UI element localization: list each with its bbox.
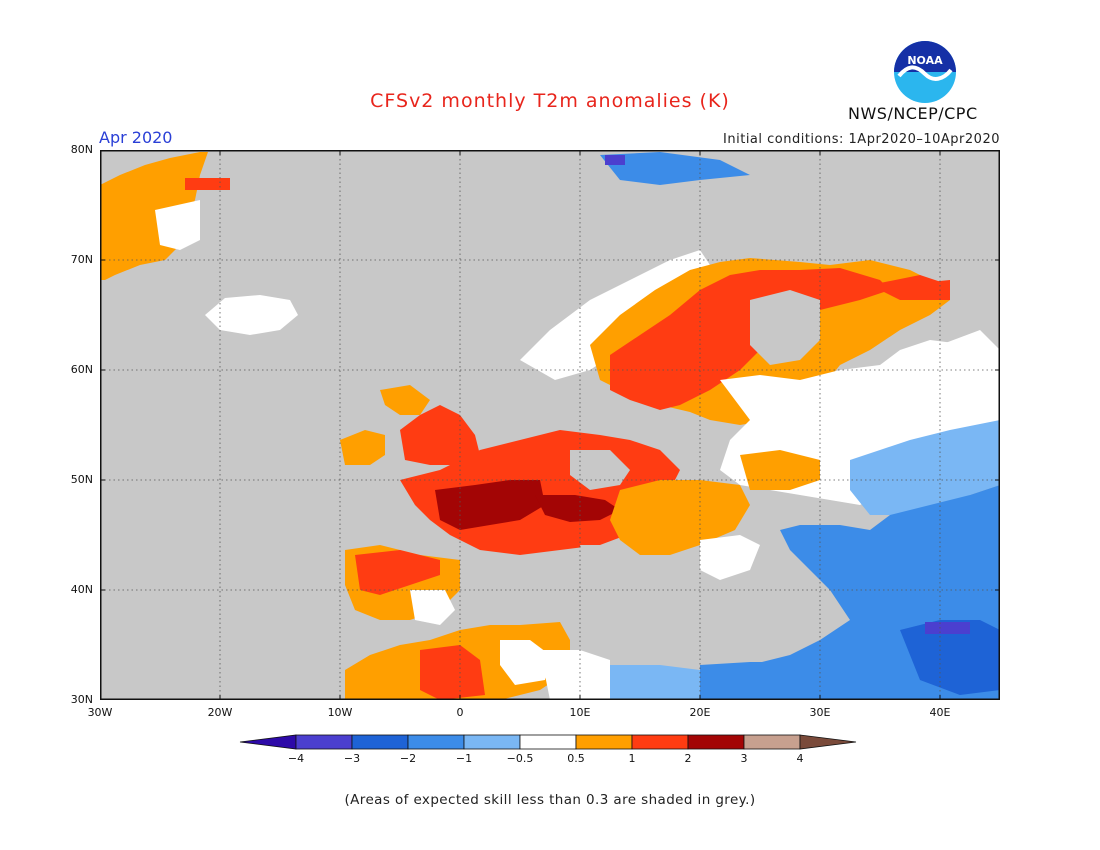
colorbar-swatch (295, 734, 353, 750)
alps-darkred (535, 495, 620, 522)
colorbar-swatch (351, 734, 409, 750)
lon-label: 20W (207, 706, 233, 719)
colorbar-label: 4 (796, 752, 804, 765)
tunisia-white (500, 640, 550, 685)
colorbar-label: 3 (740, 752, 748, 765)
greenland-white (155, 200, 200, 250)
caspian-medblue (900, 620, 1000, 695)
colorbar-label: −3 (343, 752, 361, 765)
east-europe-orange (740, 450, 820, 490)
algeria-red (420, 645, 485, 700)
svalbard-purple (605, 155, 625, 165)
colorbar-arrow-high (799, 734, 857, 750)
colorbar-swatch (631, 734, 689, 750)
italy-grey (580, 545, 660, 630)
lon-label: 20E (689, 706, 711, 719)
mideast-blue (700, 662, 800, 700)
agency-label: NWS/NCEP/CPC (848, 104, 978, 123)
scotland-orange (380, 385, 430, 415)
balkans-white (700, 535, 760, 580)
lat-label: 70N (70, 253, 93, 266)
eastern-lightblue (850, 420, 1000, 515)
colorbar-swatch (407, 734, 465, 750)
month-label: Apr 2020 (99, 128, 173, 147)
colorbar-swatch (463, 734, 521, 750)
map-title: CFSv2 monthly T2m anomalies (K) (370, 90, 730, 112)
iberia-red (355, 550, 440, 595)
map-frame (100, 150, 1000, 700)
france-darkred (435, 480, 545, 530)
lon-label: 30W (87, 706, 113, 719)
kola-red (900, 280, 950, 300)
colorbar-label: 0.5 (567, 752, 585, 765)
egypt-lightblue (610, 665, 720, 700)
colorbar-label: −0.5 (506, 752, 534, 765)
lon-label: 10W (327, 706, 353, 719)
colorbar-swatch (743, 734, 801, 750)
libya-white (540, 650, 610, 700)
colorbar-label: −2 (399, 752, 417, 765)
noaa-logo: NOAA (894, 41, 956, 103)
colorbar (239, 734, 857, 750)
russia-east-white (940, 330, 1000, 395)
colorbar-label: −1 (455, 752, 473, 765)
lat-label: 80N (70, 143, 93, 156)
finland-grey (750, 290, 820, 365)
lat-label: 50N (70, 473, 93, 486)
colorbar-swatch (519, 734, 577, 750)
greenland-red (185, 178, 230, 190)
caucasus-purple (925, 622, 970, 634)
lon-label: 30E (809, 706, 831, 719)
lat-label: 40N (70, 583, 93, 596)
lat-label: 30N (70, 693, 93, 706)
norway-white (520, 250, 710, 380)
balkans-orange (610, 480, 750, 555)
iceland-white (205, 295, 298, 335)
lon-label: 10E (569, 706, 591, 719)
colorbar-swatch (687, 734, 745, 750)
footnote: (Areas of expected skill less than 0.3 a… (344, 792, 756, 808)
initial-conditions-label: Initial conditions: 1Apr2020–10Apr2020 (723, 132, 1000, 147)
central-grey (570, 450, 630, 490)
colorbar-swatch (575, 734, 633, 750)
colorbar-label: −4 (287, 752, 305, 765)
noaa-logo-text: NOAA (907, 54, 943, 67)
iberia-white (410, 590, 455, 625)
anomaly-regions (100, 152, 1000, 700)
anomaly-map (100, 150, 1000, 700)
colorbar-label: 1 (628, 752, 636, 765)
grid-lines (100, 150, 1000, 700)
lon-label: 40E (929, 706, 951, 719)
svalbard-blue (600, 152, 750, 185)
ireland-orange (340, 430, 385, 465)
colorbar-arrow-low (239, 734, 297, 750)
colorbar-label: 2 (684, 752, 692, 765)
lat-label: 60N (70, 363, 93, 376)
greenland-anomaly (100, 152, 208, 280)
lon-label: 0 (456, 706, 464, 719)
